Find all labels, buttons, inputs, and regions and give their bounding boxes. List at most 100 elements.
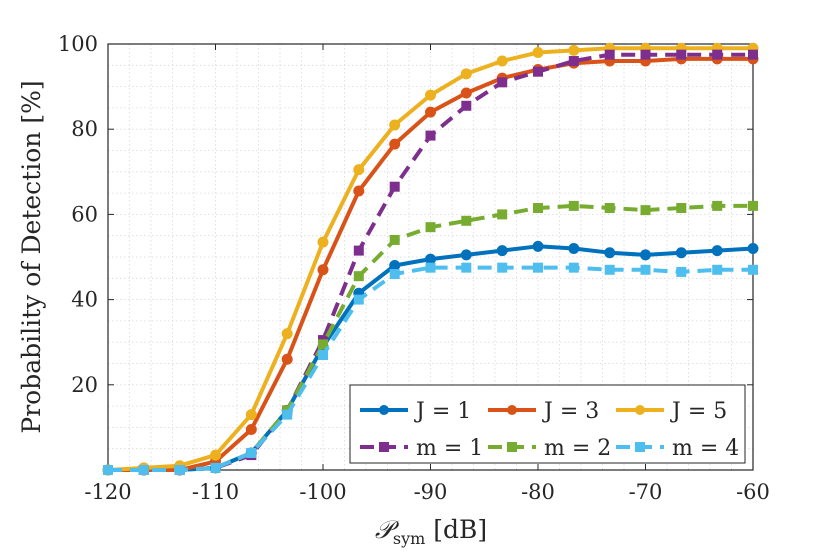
legend: J = 1 J = 3 J = 5 m = 1 m = 2 m = 4 [349,384,746,464]
x-tick-label: -60 [736,480,770,504]
legend-swatch-marker [635,405,645,415]
data-point [748,200,758,211]
data-point [533,262,543,273]
legend-swatch-marker [379,442,389,452]
series-m4 [103,262,758,475]
legend-swatch-marker [507,405,517,415]
x-tick-label: -110 [192,480,239,504]
data-point [425,262,436,273]
data-point [712,264,723,275]
data-point [389,181,400,192]
legend-label: J = 5 [670,399,727,424]
data-point [389,119,401,131]
legend-label: J = 1 [414,399,471,424]
x-tick-label: -100 [299,480,346,504]
data-point [353,164,365,176]
data-point [389,234,400,245]
legend-label: m = 2 [544,436,611,461]
x-axis-title: 𝒫sym [dB] [375,515,487,548]
legend-item: m = 1 [360,436,483,461]
data-point [317,264,329,276]
data-point [676,266,687,277]
x-tick-label: -90 [414,480,448,504]
data-point [210,462,221,473]
data-point [568,56,579,67]
data-point [497,77,508,88]
data-point [246,447,257,458]
data-point [138,465,149,475]
data-point [318,349,328,360]
data-point [640,264,651,275]
y-tick-label: 20 [71,373,98,397]
data-point [676,203,687,214]
legend-box [349,384,746,464]
legend-label: J = 3 [542,399,599,424]
data-point [532,47,544,59]
legend-label: m = 4 [672,436,739,461]
data-point [496,245,508,257]
data-point [748,264,758,275]
y-tick-label: 60 [71,202,98,226]
data-point [461,215,472,226]
data-point [604,264,615,275]
data-point [389,260,401,272]
legend-swatch-marker [635,442,645,452]
data-point [317,236,329,248]
data-point [604,49,615,60]
data-point [460,87,472,99]
data-point [568,242,580,254]
axes: -120 -110 -100 -90 -80 -70 -60 20 40 60 80 100 [58,32,770,504]
y-tick-label: 100 [58,32,98,56]
data-point [712,200,723,211]
data-point [281,328,293,340]
data-point [425,253,436,265]
data-point [460,249,472,261]
legend-swatch-marker [507,442,517,452]
series-layer [102,42,759,476]
data-point [568,200,579,211]
y-tick-label: 80 [71,117,98,141]
data-point [747,242,759,254]
y-tick-label: 40 [71,288,98,312]
legend-item: J = 5 [616,399,727,424]
data-point [389,138,401,150]
data-point [533,66,543,77]
data-point [425,89,436,101]
x-axis-unit: [dB] [433,515,487,544]
data-point [640,249,651,261]
legend-item: J = 3 [488,399,599,424]
legend-label: m = 1 [416,436,483,461]
legend-item: m = 2 [488,436,611,461]
data-point [640,205,651,216]
data-point [353,294,364,305]
x-tick-label: -120 [84,480,131,504]
y-axis-title: Probability of Detection [%] [17,80,46,433]
data-point [675,247,687,259]
data-point [497,262,508,273]
legend-swatch-marker [379,405,389,415]
data-point [496,55,508,67]
data-point [533,203,543,214]
data-point [210,449,221,461]
data-point [604,203,615,214]
data-point [281,353,293,365]
data-point [748,49,758,60]
data-point [174,465,185,475]
data-point [245,424,257,436]
data-point [318,339,328,350]
data-point [425,106,436,118]
legend-item: m = 4 [616,436,739,461]
legend-item: J = 1 [360,399,471,424]
data-point [532,240,544,252]
data-point [353,245,364,256]
data-point [568,262,579,273]
data-point [425,222,436,233]
data-point [245,409,257,421]
data-point [568,44,580,56]
data-point [604,247,616,259]
data-point [282,409,293,420]
data-point [460,68,472,80]
data-point [353,185,365,197]
x-axis-subscript: sym [393,529,425,548]
